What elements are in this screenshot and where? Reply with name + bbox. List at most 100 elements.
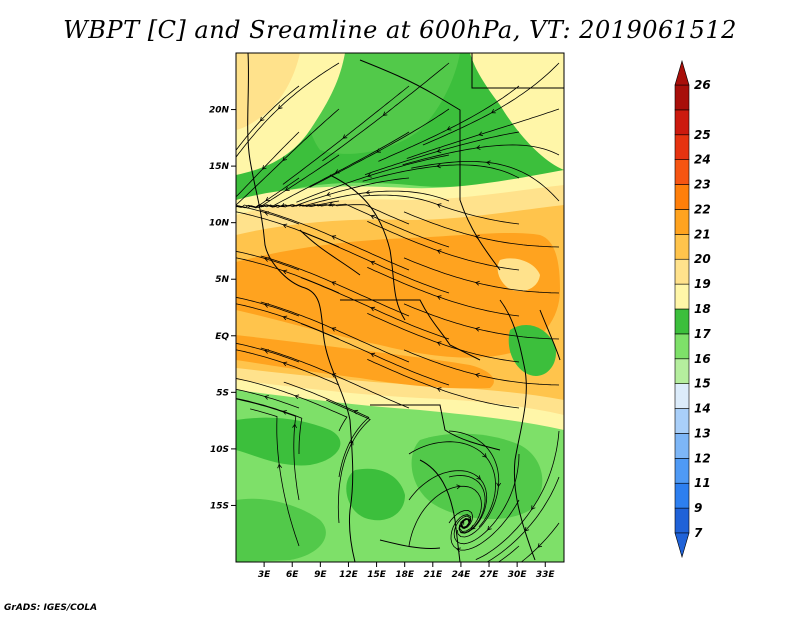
lon-tick-label: 21E (423, 570, 443, 580)
colorbar-label: 21 (694, 227, 711, 241)
streamline (453, 453, 520, 545)
streamline-arrow (436, 148, 442, 153)
streamline (378, 85, 520, 162)
streamline (402, 144, 560, 166)
streamline (326, 399, 371, 524)
colorbar-label: 19 (694, 277, 711, 291)
colorbar-label: 14 (694, 402, 711, 416)
streamline (282, 85, 410, 185)
streamline (309, 108, 450, 188)
streamline-arrow (342, 134, 348, 139)
chart-title: WBPT [C] and Sreamline at 600hPa, VT: 20… (63, 16, 737, 44)
field-south-17a (236, 417, 341, 466)
streamline (236, 388, 300, 409)
streamline (236, 296, 300, 317)
streamline-arrow (331, 281, 337, 286)
streamline (450, 499, 520, 551)
streamline (236, 378, 348, 432)
lat-tick-label: EQ (215, 332, 229, 342)
colorbar-segment (674, 134, 690, 160)
streamline-arrow (475, 372, 480, 378)
field-south-17c (236, 498, 326, 562)
colorbar-label: 22 (694, 202, 711, 216)
colorbar-label: 25 (694, 128, 711, 142)
lon-tick-label: 3E (258, 570, 271, 580)
streamline-arrow (331, 327, 337, 332)
streamline-arrow (285, 186, 290, 191)
streamline (520, 522, 560, 562)
streamline (403, 211, 560, 248)
streamline-arrow (456, 547, 461, 553)
lon-tick-label: 24E (452, 570, 472, 580)
streamline-arrow (436, 387, 442, 392)
streamline-arrow (460, 519, 465, 525)
streamline-arrow (475, 145, 481, 150)
map-panel (236, 53, 564, 562)
streamline (236, 200, 340, 209)
colorbar-segment (674, 258, 690, 285)
streamline (367, 359, 520, 409)
lat-tick-label: 10S (210, 445, 229, 455)
streamline-arrow (294, 394, 300, 400)
colorbar-arrow-top (674, 59, 690, 86)
streamline-arrow (370, 306, 376, 312)
streamline-arrow (436, 203, 442, 208)
streamline (408, 485, 482, 547)
map-frame (235, 52, 565, 563)
streamline-arrow (259, 116, 265, 122)
colorbar-segment (674, 507, 690, 534)
colorbar-label: 17 (694, 327, 711, 341)
colorbar-segment (674, 458, 690, 484)
field-north-16 (300, 53, 460, 154)
streamline (322, 62, 450, 162)
streamline-arrow (475, 234, 480, 240)
lat-tick-label: 20N (209, 106, 230, 116)
colorbar-segment (674, 283, 690, 310)
streamline (364, 131, 520, 176)
streamline-arrow (262, 165, 267, 170)
lon-tick-label: 30E (508, 570, 528, 580)
streamline (260, 209, 410, 271)
streamline-arrow (370, 352, 376, 358)
colorbar-segment (674, 84, 690, 111)
colorbar-label: 11 (694, 476, 711, 490)
lon-tick-label: 6E (286, 570, 299, 580)
streamline (296, 154, 450, 203)
streamline (448, 509, 474, 530)
streamlines (236, 62, 560, 562)
colorbar-segment (674, 109, 690, 136)
streamline (301, 231, 450, 294)
streamline (362, 194, 520, 225)
streamline-arrow (478, 131, 484, 137)
streamline (260, 347, 410, 409)
streamline (236, 398, 300, 501)
streamline-arrow (367, 172, 372, 178)
streamline-arrow (524, 526, 530, 532)
streamline-arrow (282, 315, 288, 321)
streamline-arrow (282, 156, 287, 161)
streamline (367, 267, 520, 317)
streamline (236, 131, 300, 198)
lon-tick-label: 33E (536, 570, 556, 580)
colorbar-segment (674, 184, 690, 210)
streamline-arrow (277, 104, 283, 110)
streamline-arrow (487, 525, 492, 531)
lat-tick-label: 10N (209, 219, 230, 229)
streamline (406, 108, 560, 159)
streamline-arrow (264, 395, 269, 400)
streamline (236, 250, 300, 271)
lon-tick-label: 15E (367, 570, 387, 580)
streamline (292, 190, 450, 207)
streamline (301, 277, 450, 340)
streamline-arrow (277, 463, 283, 469)
field-east-17 (508, 325, 556, 376)
streamline (283, 381, 370, 478)
streamline-arrow (475, 280, 480, 286)
grads-credit: GrADS: IGES/COLA (4, 603, 98, 613)
streamline (408, 441, 496, 528)
colorbar-label: 16 (694, 352, 711, 366)
colorbar-label: 18 (694, 302, 711, 316)
streamline (236, 62, 340, 158)
streamline-arrow (326, 191, 331, 197)
streamline (236, 85, 300, 151)
